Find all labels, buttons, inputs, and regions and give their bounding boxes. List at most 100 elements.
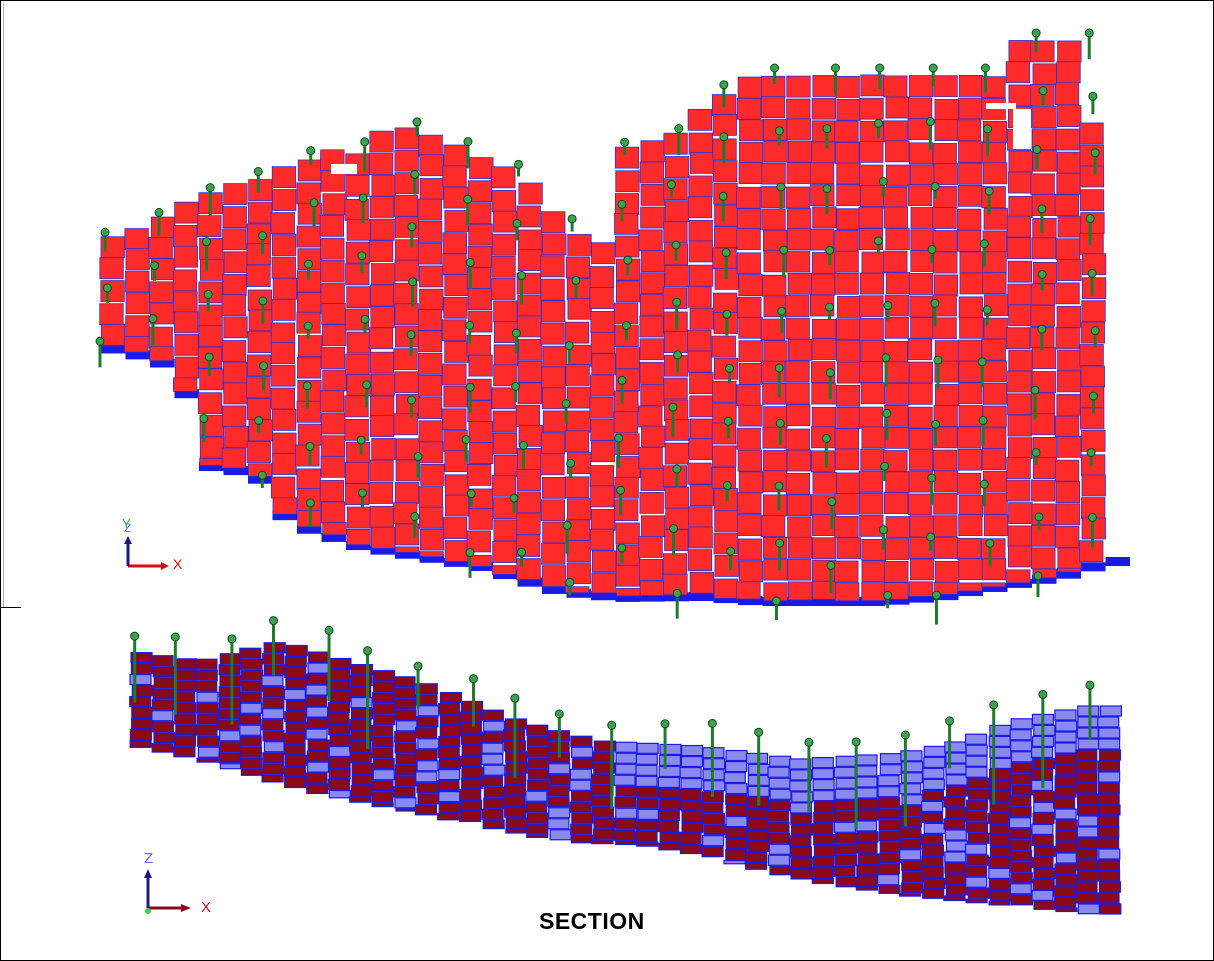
model-block (516, 491, 541, 514)
drillhole-collar (463, 194, 473, 204)
section-block (328, 668, 351, 681)
model-block (270, 476, 296, 499)
section-block (218, 686, 241, 698)
drillhole-collar (511, 328, 521, 338)
model-block (615, 280, 641, 303)
model-block (346, 218, 371, 241)
section-block (635, 775, 658, 787)
model-block (567, 297, 592, 320)
model-block (811, 97, 837, 120)
model-block (99, 303, 124, 326)
model-block (809, 228, 835, 251)
section-block (855, 765, 878, 777)
model-block (664, 486, 689, 509)
model-block (1081, 474, 1106, 497)
model-block (542, 410, 568, 433)
model-block (958, 296, 983, 319)
model-block (296, 468, 321, 491)
section-block (1010, 718, 1033, 730)
drillhole-collar (660, 719, 670, 729)
section-block (195, 680, 218, 692)
section-block (614, 796, 637, 808)
drillhole-collar (204, 352, 214, 362)
drillhole-collar (979, 479, 989, 489)
section-block (724, 826, 747, 839)
section-block (789, 758, 812, 770)
section-block (835, 755, 858, 767)
section-block (921, 866, 944, 879)
section-block (746, 829, 769, 842)
plan-view-panel[interactable] (3, 3, 1213, 607)
model-block (319, 390, 345, 413)
drillhole-collar (410, 169, 420, 179)
model-block (1079, 344, 1104, 366)
drillhole-collar (468, 674, 478, 684)
drillhole-collar (358, 488, 368, 498)
model-block (369, 351, 395, 374)
section-block (416, 782, 439, 794)
section-block (262, 763, 285, 775)
section-block (1077, 705, 1100, 717)
block-side (983, 582, 1008, 592)
section-block (811, 757, 834, 769)
model-block (713, 578, 739, 599)
section-block (216, 719, 240, 731)
drillhole-collar (723, 416, 733, 426)
model-block (834, 560, 859, 583)
model-block (786, 404, 811, 427)
model-block (371, 263, 396, 286)
model-block (99, 257, 124, 280)
model-block (665, 507, 690, 530)
section-block (327, 778, 351, 791)
model-block (639, 161, 665, 184)
section-block (505, 828, 528, 834)
section-block (438, 790, 461, 803)
model-block (834, 493, 859, 515)
model-block (640, 183, 665, 206)
section-block (877, 808, 901, 820)
drillhole-collar (463, 137, 473, 147)
section-block (615, 785, 638, 797)
model-block (932, 449, 958, 472)
model-block (738, 560, 764, 583)
drillhole-collar (154, 207, 164, 217)
section-block (855, 886, 878, 891)
model-block (982, 272, 1007, 294)
model-block (910, 317, 935, 339)
model-block (688, 526, 713, 549)
model-block (589, 465, 615, 487)
section-block (459, 799, 483, 812)
section-block (327, 701, 351, 714)
model-block (934, 119, 959, 141)
section-block (1054, 753, 1078, 765)
model-block (663, 178, 688, 201)
drillhole-collar (302, 381, 312, 391)
section-block (789, 769, 812, 781)
section-block (767, 766, 790, 778)
model-block (714, 555, 739, 577)
section-block (767, 854, 791, 866)
section-block (1010, 740, 1033, 752)
model-block (640, 140, 665, 163)
drillhole-collar (1084, 28, 1094, 38)
section-block (988, 878, 1011, 891)
model-block (1055, 238, 1081, 261)
model-block (983, 382, 1008, 405)
model-block (859, 97, 884, 120)
model-block (908, 581, 933, 597)
block-side (419, 553, 444, 563)
model-block (541, 565, 567, 588)
model-block (417, 374, 443, 397)
model-block (418, 420, 443, 443)
section-block (394, 764, 418, 776)
model-block (1032, 568, 1057, 579)
model-block (737, 538, 763, 561)
section-block (1054, 808, 1077, 820)
section-block (1055, 819, 1078, 831)
drillhole-collar (412, 117, 422, 127)
section-block (811, 768, 835, 780)
model-block (1055, 481, 1081, 504)
drillhole-collar (148, 314, 158, 324)
model-block (297, 292, 322, 314)
